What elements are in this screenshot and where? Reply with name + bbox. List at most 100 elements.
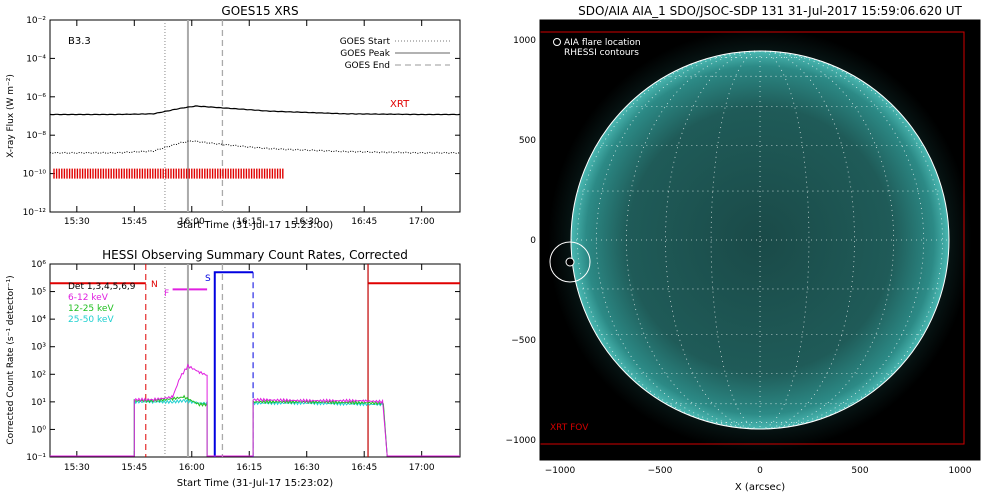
longitude-grid-line — [759, 50, 943, 430]
aia-y-tick-label: −500 — [511, 336, 536, 346]
hessi-series-6-12-kev — [50, 363, 460, 457]
goes-y-axis: 10⁻² 10⁻⁴ 10⁻⁶ 10⁻⁸ 10⁻¹⁰ 10⁻¹² — [23, 16, 460, 218]
goes-x-tick-label: 16:15 — [236, 217, 262, 227]
goes-x-tick-label: 17:00 — [409, 217, 435, 227]
goes-plot-frame — [49, 19, 461, 213]
legend-goes-start: GOES Start — [340, 37, 391, 47]
legend-goes-end: GOES End — [345, 61, 390, 71]
goes-y-tick-label: 10⁻⁸ — [26, 131, 46, 141]
goes-x-tick-label: 15:45 — [121, 217, 147, 227]
longitude-grid-line — [759, 50, 895, 430]
longitude-grid-line — [577, 50, 761, 430]
xrt-fov-label: XRT FOV — [550, 423, 589, 433]
night-marker-label: N — [151, 280, 158, 290]
hessi-x-tick-label: 16:00 — [179, 463, 205, 473]
hessi-y-tick-label: 10¹ — [31, 398, 46, 408]
hessi-y-tick-label: 10² — [31, 370, 46, 380]
goes-x-label: Start Time (31-Jul-17 15:23:00) — [177, 220, 334, 231]
hessi-x-axis: 15:30 15:45 16:00 16:15 16:30 16:45 17:00 — [64, 264, 435, 473]
goes-short-channel-line — [49, 140, 461, 155]
goes-legend: GOES Start GOES Peak GOES End — [340, 37, 450, 71]
aia-x-tick-label: −500 — [648, 466, 673, 476]
goes-class-label: B3.3 — [68, 36, 91, 47]
legend-flare-circle-icon — [553, 38, 561, 46]
goes-y-tick-label: 10⁻² — [26, 16, 46, 26]
aia-title: SDO/AIA AIA_1 SDO/JSOC-SDP 131 31-Jul-20… — [578, 4, 962, 18]
goes-long-channel-line — [49, 105, 461, 116]
rhessi-contour-circle — [549, 241, 591, 283]
hessi-panel: HESSI Observing Summary Count Rates, Cor… — [6, 248, 461, 489]
aia-x-tick-label: 500 — [851, 466, 868, 476]
hessi-x-tick-label: 17:00 — [409, 463, 435, 473]
aia-panel: SDO/AIA AIA_1 SDO/JSOC-SDP 131 31-Jul-20… — [506, 4, 981, 493]
xrt-label: XRT — [390, 99, 410, 110]
hessi-event-lines — [145, 264, 369, 457]
hessi-count-series — [50, 363, 460, 457]
hessi-plot-frame — [49, 263, 461, 458]
longitude-grid-line — [759, 50, 925, 430]
aia-flare-location-marker — [565, 257, 575, 267]
legend-goes-peak: GOES Peak — [340, 49, 390, 59]
heliographic-grid — [571, 50, 949, 430]
longitude-grid-line — [759, 50, 855, 430]
goes-y-tick-label: 10⁻⁶ — [26, 93, 46, 103]
aia-y-tick-label: 1000 — [513, 36, 536, 46]
aia-x-label: X (arcsec) — [735, 482, 785, 493]
solar-limb-outline — [570, 50, 950, 430]
longitude-grid-line — [625, 50, 761, 430]
hessi-series-12-25-kev — [50, 394, 460, 457]
solar-disk — [571, 51, 949, 429]
goes-y-tick-label: 10⁻¹⁰ — [23, 170, 47, 180]
aia-y-tick-label: 500 — [519, 136, 536, 146]
aia-y-tick-label: 0 — [530, 236, 536, 246]
goes-y-label: X-ray Flux (W m⁻²) — [6, 74, 16, 158]
aia-legend-rhessi: RHESSI contours — [564, 48, 639, 58]
hessi-state-bars — [50, 271, 460, 457]
saa-interval-bar — [213, 271, 254, 457]
aia-x-tick-label: −1000 — [545, 466, 576, 476]
aia-x-tick-label: 1000 — [949, 466, 972, 476]
goes-title: GOES15 XRS — [221, 4, 298, 18]
legend-detectors: Det 1,3,4,5,6,9 — [68, 282, 136, 292]
hessi-y-tick-label: 10⁶ — [31, 260, 46, 270]
hessi-x-tick-label: 15:30 — [64, 463, 90, 473]
xrt-observation-marks — [53, 168, 284, 179]
saa-marker-label: S — [205, 274, 211, 284]
hessi-y-label: Corrected Count Rate (s⁻¹ detector⁻¹) — [6, 275, 16, 444]
hessi-series-25-50-kev — [50, 398, 460, 457]
goes-y-tick-label: 10⁻¹² — [23, 208, 47, 218]
hessi-x-tick-label: 16:30 — [294, 463, 320, 473]
hessi-x-tick-label: 16:45 — [351, 463, 377, 473]
hessi-y-tick-label: 10⁰ — [31, 425, 46, 435]
legend-25-50-kev: 25-50 keV — [68, 315, 114, 325]
aia-y-tick-label: −1000 — [506, 436, 537, 446]
aia-x-tick-label: 0 — [757, 466, 763, 476]
hessi-y-tick-label: 10³ — [31, 343, 46, 353]
hessi-y-tick-label: 10⁴ — [31, 315, 46, 325]
hessi-y-tick-label: 10⁵ — [31, 288, 46, 298]
longitude-grid-line — [665, 50, 761, 430]
goes-y-tick-label: 10⁻⁴ — [26, 54, 46, 64]
longitude-grid-line — [595, 50, 761, 430]
goes-x-axis: 15:30 15:45 16:00 16:15 16:30 16:45 17:00 — [64, 20, 435, 227]
flare-marker-label: F — [164, 289, 169, 299]
hessi-title: HESSI Observing Summary Count Rates, Cor… — [102, 248, 408, 262]
goes-event-lines — [164, 20, 224, 212]
hessi-y-tick-label: 10⁻¹ — [26, 453, 46, 463]
legend-6-12-kev: 6-12 keV — [68, 293, 109, 303]
goes-x-tick-label: 16:45 — [351, 217, 377, 227]
hessi-x-tick-label: 15:45 — [121, 463, 147, 473]
goes-panel: GOES15 XRS 10⁻² 10⁻⁴ 10⁻⁶ 10⁻⁸ 10⁻¹⁰ 10⁻¹² 15… — [6, 4, 461, 231]
aia-axes: −1000 −500 0 500 1000 1000 500 0 −500 −1000 — [506, 36, 972, 476]
goes-x-tick-label: 15:30 — [64, 217, 90, 227]
aia-legend-flare: AIA flare location — [564, 38, 641, 48]
hessi-x-tick-label: 16:15 — [236, 463, 262, 473]
goes-x-tick-label: 16:30 — [294, 217, 320, 227]
hessi-legend: Det 1,3,4,5,6,9 6-12 keV 12-25 keV 25-50… — [68, 282, 136, 325]
hessi-y-axis: 10⁶ 10⁵ 10⁴ 10³ 10² 10¹ 10⁰ 10⁻¹ — [26, 260, 460, 463]
goes-x-tick-label: 16:00 — [179, 217, 205, 227]
legend-12-25-kev: 12-25 keV — [68, 304, 114, 314]
hessi-x-label: Start Time (31-Jul-17 15:23:02) — [177, 478, 334, 489]
xrt-fov-box — [540, 31, 965, 445]
